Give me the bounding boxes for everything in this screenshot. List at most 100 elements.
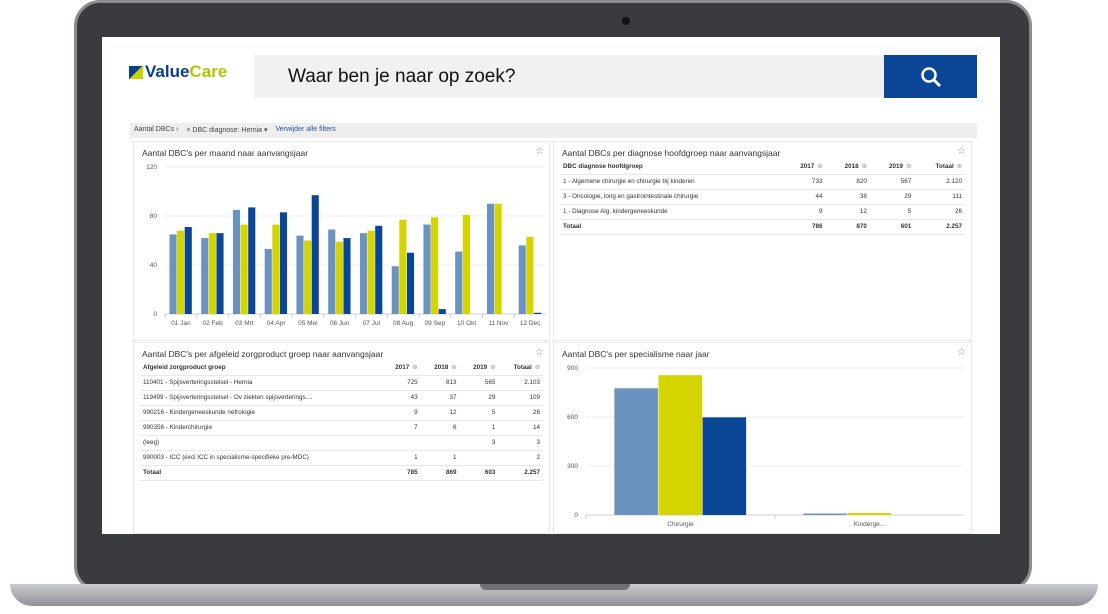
bar [462, 214, 470, 314]
filter-chip[interactable]: × DBC diagnose: Hernia ▾ [186, 127, 268, 134]
bar [486, 203, 495, 314]
total-cell: 785 [381, 465, 421, 481]
bar [208, 233, 216, 314]
column-header[interactable]: 2018 ⊕ [420, 360, 460, 376]
bar [803, 513, 847, 515]
bar [399, 219, 407, 314]
bar [614, 388, 658, 515]
table-cell: 1 [459, 420, 499, 436]
bar [311, 195, 319, 314]
column-header[interactable]: Totaal ⊕ [914, 159, 965, 175]
star-icon[interactable]: ☆ [957, 146, 966, 157]
star-icon[interactable]: ☆ [957, 347, 966, 358]
breadcrumb[interactable]: Aantal DBCs › [134, 126, 179, 133]
sort-icon[interactable]: ⊕ [817, 162, 823, 170]
table-cell: 110401 - Spijsverteringsstelsel - Hernia [140, 375, 382, 391]
x-tick-label: Kinderge... [854, 521, 886, 528]
table-header: Afgeleid zorgproduct groep 2017 ⊕ 2018 ⊕ 2019… [140, 360, 543, 376]
table-cell: 2.120 [914, 174, 965, 190]
table-row[interactable]: 1 - Algemene chirurgie en chirurgie bij … [560, 174, 965, 190]
table-row[interactable]: 119499 - Spijsverteringsstelsel - Ov zie… [140, 390, 543, 406]
logo-icon [129, 65, 143, 79]
bar [335, 241, 343, 314]
total-cell: 2.257 [498, 465, 543, 481]
star-icon[interactable]: ☆ [535, 347, 544, 358]
column-header[interactable]: 2019 ⊕ [459, 360, 499, 376]
table-cell: 2.103 [498, 375, 543, 391]
bar [177, 230, 185, 314]
table-cell: 1 - Algemene chirurgie en chirurgie bij … [560, 174, 782, 190]
table-cell: 44 [781, 189, 826, 205]
x-tick-label: 08 Aug [393, 320, 414, 327]
camera [622, 17, 630, 25]
sort-icon[interactable]: ⊕ [534, 363, 540, 371]
clear-filters-link[interactable]: Verwijder alle filters [275, 126, 336, 133]
column-header[interactable]: DBC diagnose hoofdgroep [560, 159, 782, 175]
table-cell: 43 [381, 390, 421, 406]
x-tick-label: 02 Feb [203, 320, 224, 327]
bar [232, 209, 241, 314]
table-cell: 12 [825, 204, 870, 220]
y-tick-label: 300 [567, 463, 578, 470]
column-header[interactable]: 2017 ⊕ [381, 360, 421, 376]
bar [240, 224, 248, 314]
table-cell: 3 [459, 435, 499, 451]
table-cell: 5 [869, 204, 915, 220]
table-row[interactable]: 1 - Diagnose Alg. kindergeneeskunde 9 12 5 2… [560, 204, 965, 220]
table-cell [381, 435, 421, 451]
bar [847, 513, 892, 515]
search-button[interactable] [884, 55, 977, 98]
bar [455, 251, 463, 314]
filter-bar: Aantal DBCs › × DBC diagnose: Hernia ▾ V… [130, 123, 977, 138]
table-cell: 9 [381, 405, 421, 421]
sort-icon[interactable]: ⊕ [905, 162, 912, 170]
table-cell: 26 [914, 204, 965, 220]
table-cell: 1 - Diagnose Alg. kindergeneeskunde [560, 204, 782, 220]
zorgproduct-table: Afgeleid zorgproduct groep 2017 ⊕ 2018 ⊕ 2019… [140, 360, 543, 481]
panel-zorgproduct-table: Aantal DBC's per afgeleid zorgproduct gr… [133, 342, 550, 534]
bar [304, 240, 312, 314]
x-tick-label: 05 Mei [298, 320, 318, 327]
table-row[interactable]: 110401 - Spijsverteringsstelsel - Hernia… [140, 375, 543, 391]
table-cell: 3 [498, 435, 543, 451]
logo-text-accent: Care [189, 62, 228, 81]
bar [494, 203, 502, 314]
x-tick-label: 01 Jan [171, 320, 191, 327]
table-row[interactable]: 3 - Oncologie, long en gastrointestinale… [560, 189, 965, 205]
table-cell: 9 [781, 204, 826, 220]
table-row[interactable]: 990216 - Kindergeneeskunde nefrologie 9 12… [140, 405, 543, 421]
bar [272, 224, 280, 314]
column-header[interactable]: 2017 ⊕ [781, 159, 826, 175]
table-cell: 37 [420, 390, 460, 406]
table-total-row: Totaal 785 869 603 2.257 [140, 465, 543, 481]
screen: Value Care Waar ben je naar op zoek? Aant… [102, 37, 1000, 534]
column-header[interactable]: 2018 ⊕ [825, 159, 870, 175]
bar [359, 233, 368, 314]
bar [431, 217, 439, 314]
bar [375, 225, 383, 314]
table-cell: 5 [459, 405, 499, 421]
panel-diagnose-table: Aantal DBCs per diagnose hoofdgroep naar… [553, 141, 972, 341]
y-tick-label: 0 [153, 311, 157, 318]
sort-icon[interactable]: ⊕ [956, 162, 962, 170]
table-cell: (leeg) [140, 435, 382, 451]
column-header[interactable]: Totaal ⊕ [498, 360, 543, 376]
search-input[interactable]: Waar ben je naar op zoek? [254, 55, 886, 98]
sort-icon[interactable]: ⊕ [412, 363, 418, 371]
table-row[interactable]: 990003 - ICC (excl ICC in specialisme-sp… [140, 450, 543, 466]
table-cell: 1 [420, 450, 460, 466]
sort-icon[interactable]: ⊕ [490, 363, 496, 371]
column-header[interactable]: 2019 ⊕ [869, 159, 915, 175]
star-icon[interactable]: ☆ [535, 146, 544, 157]
logo[interactable]: Value Care [129, 62, 227, 82]
total-cell: 2.257 [914, 219, 965, 235]
column-header[interactable]: Afgeleid zorgproduct groep [140, 360, 382, 376]
y-tick-label: 0 [574, 512, 578, 519]
table-cell: 725 [381, 375, 421, 391]
bar [343, 238, 351, 314]
table-row[interactable]: (leeg) 3 3 [140, 435, 543, 451]
total-cell: 870 [825, 219, 870, 235]
sort-icon[interactable]: ⊕ [861, 162, 867, 170]
sort-icon[interactable]: ⊕ [451, 363, 457, 371]
table-row[interactable]: 990356 - Kinderchirurgie 7 6 1 14 [140, 420, 543, 436]
